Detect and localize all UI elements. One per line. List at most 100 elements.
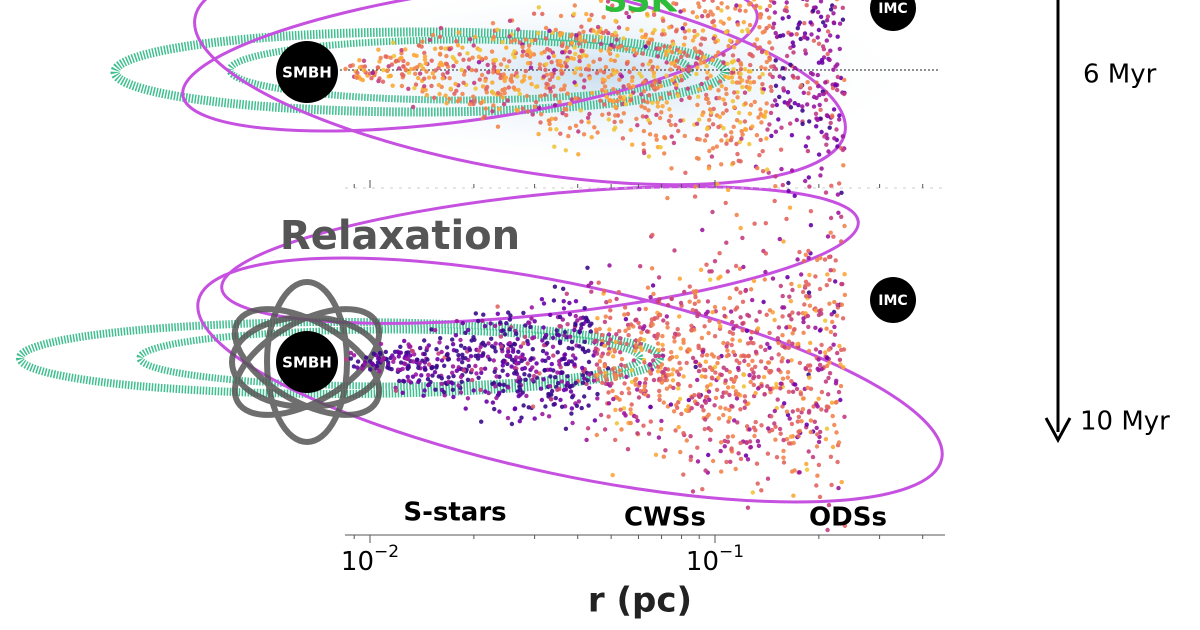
star-dot bbox=[623, 317, 629, 322]
star-dot bbox=[589, 12, 594, 18]
star-dot bbox=[612, 119, 617, 125]
star-dot bbox=[738, 159, 743, 164]
star-dot bbox=[807, 368, 812, 373]
star-dot bbox=[655, 299, 660, 304]
star-dot bbox=[606, 117, 611, 122]
star-dot bbox=[608, 315, 613, 320]
star-dot bbox=[835, 87, 840, 93]
star-dot bbox=[479, 72, 485, 78]
star-dot bbox=[757, 75, 762, 80]
star-dot bbox=[785, 375, 790, 380]
star-dot bbox=[815, 257, 820, 263]
star-dot bbox=[566, 345, 571, 351]
star-dot bbox=[454, 39, 459, 44]
tick-base: 10 bbox=[341, 547, 374, 577]
star-dot bbox=[832, 422, 837, 428]
star-dot bbox=[498, 334, 504, 339]
star-dot bbox=[422, 54, 428, 59]
star-dot bbox=[376, 78, 381, 84]
star-dot bbox=[520, 53, 525, 58]
star-dot bbox=[840, 316, 846, 321]
star-dot bbox=[693, 61, 699, 66]
star-dot bbox=[704, 133, 709, 138]
star-dot bbox=[570, 353, 576, 358]
star-dot bbox=[553, 27, 558, 33]
time-label: 10 Myr bbox=[1080, 407, 1170, 437]
star-dot bbox=[665, 321, 670, 326]
star-dot bbox=[650, 283, 656, 288]
x-tick-label: 10−2 bbox=[341, 542, 399, 577]
star-dot bbox=[708, 427, 713, 433]
mechanism-label: SSK bbox=[603, 0, 678, 21]
star-dot bbox=[790, 331, 795, 336]
star-dot bbox=[785, 370, 791, 375]
star-dot bbox=[602, 319, 608, 325]
star-dot bbox=[541, 301, 547, 306]
star-dot bbox=[616, 289, 621, 295]
star-dot bbox=[817, 286, 823, 292]
star-dot bbox=[649, 317, 655, 322]
star-dot bbox=[574, 403, 580, 408]
star-dot bbox=[818, 255, 823, 261]
star-dot bbox=[586, 403, 591, 408]
star-dot bbox=[741, 353, 746, 358]
star-dot bbox=[498, 320, 503, 325]
star-dot bbox=[773, 83, 779, 89]
star-dot bbox=[776, 117, 781, 122]
star-dot bbox=[564, 113, 569, 118]
star-dot bbox=[795, 342, 800, 347]
star-dot bbox=[536, 131, 541, 137]
star-dot bbox=[408, 66, 414, 72]
star-dot bbox=[582, 376, 587, 381]
star-dot bbox=[572, 45, 577, 50]
star-dot bbox=[819, 389, 825, 395]
star-dot bbox=[552, 144, 557, 149]
star-dot bbox=[613, 407, 618, 413]
star-dot bbox=[647, 362, 653, 367]
star-dot bbox=[396, 66, 402, 71]
star-dot bbox=[662, 377, 668, 383]
star-dot bbox=[694, 71, 699, 77]
star-dot bbox=[461, 80, 466, 86]
star-dot bbox=[540, 348, 546, 354]
foreground-layer: SSK SMBH IMC SMBH IMC Relaxation S-stars… bbox=[276, 0, 1170, 621]
star-dot bbox=[696, 1, 701, 6]
star-dot bbox=[490, 21, 496, 26]
star-dot bbox=[531, 11, 537, 16]
star-dot bbox=[826, 392, 831, 397]
star-dot bbox=[406, 86, 411, 92]
star-dot bbox=[577, 58, 582, 64]
star-dot bbox=[714, 144, 719, 149]
star-dot bbox=[757, 25, 762, 30]
star-dot bbox=[506, 385, 511, 390]
star-dot bbox=[615, 53, 620, 58]
star-dot bbox=[746, 362, 751, 368]
star-dot bbox=[739, 136, 744, 141]
star-dot bbox=[704, 352, 710, 358]
star-dot bbox=[763, 221, 768, 226]
star-dot bbox=[439, 349, 444, 355]
star-dot bbox=[585, 115, 591, 121]
star-dot bbox=[461, 72, 467, 77]
star-dot bbox=[839, 347, 844, 353]
star-dot bbox=[621, 36, 626, 41]
star-dot bbox=[681, 431, 686, 436]
star-dot bbox=[741, 20, 746, 25]
tick-base: 10 bbox=[686, 547, 719, 577]
star-dot bbox=[563, 426, 569, 431]
star-dot bbox=[602, 288, 607, 293]
star-dot bbox=[406, 378, 411, 383]
star-dot bbox=[837, 357, 843, 362]
star-dot bbox=[727, 16, 732, 21]
star-dot bbox=[552, 284, 558, 289]
star-dot bbox=[822, 257, 828, 262]
star-dot bbox=[548, 374, 553, 379]
star-dot bbox=[734, 118, 740, 123]
star-dot bbox=[748, 62, 753, 68]
star-dot bbox=[552, 103, 558, 108]
star-dot bbox=[729, 342, 734, 348]
star-dot bbox=[716, 124, 721, 130]
star-dot bbox=[803, 294, 809, 299]
star-dot bbox=[676, 425, 681, 430]
star-dot bbox=[343, 66, 348, 72]
